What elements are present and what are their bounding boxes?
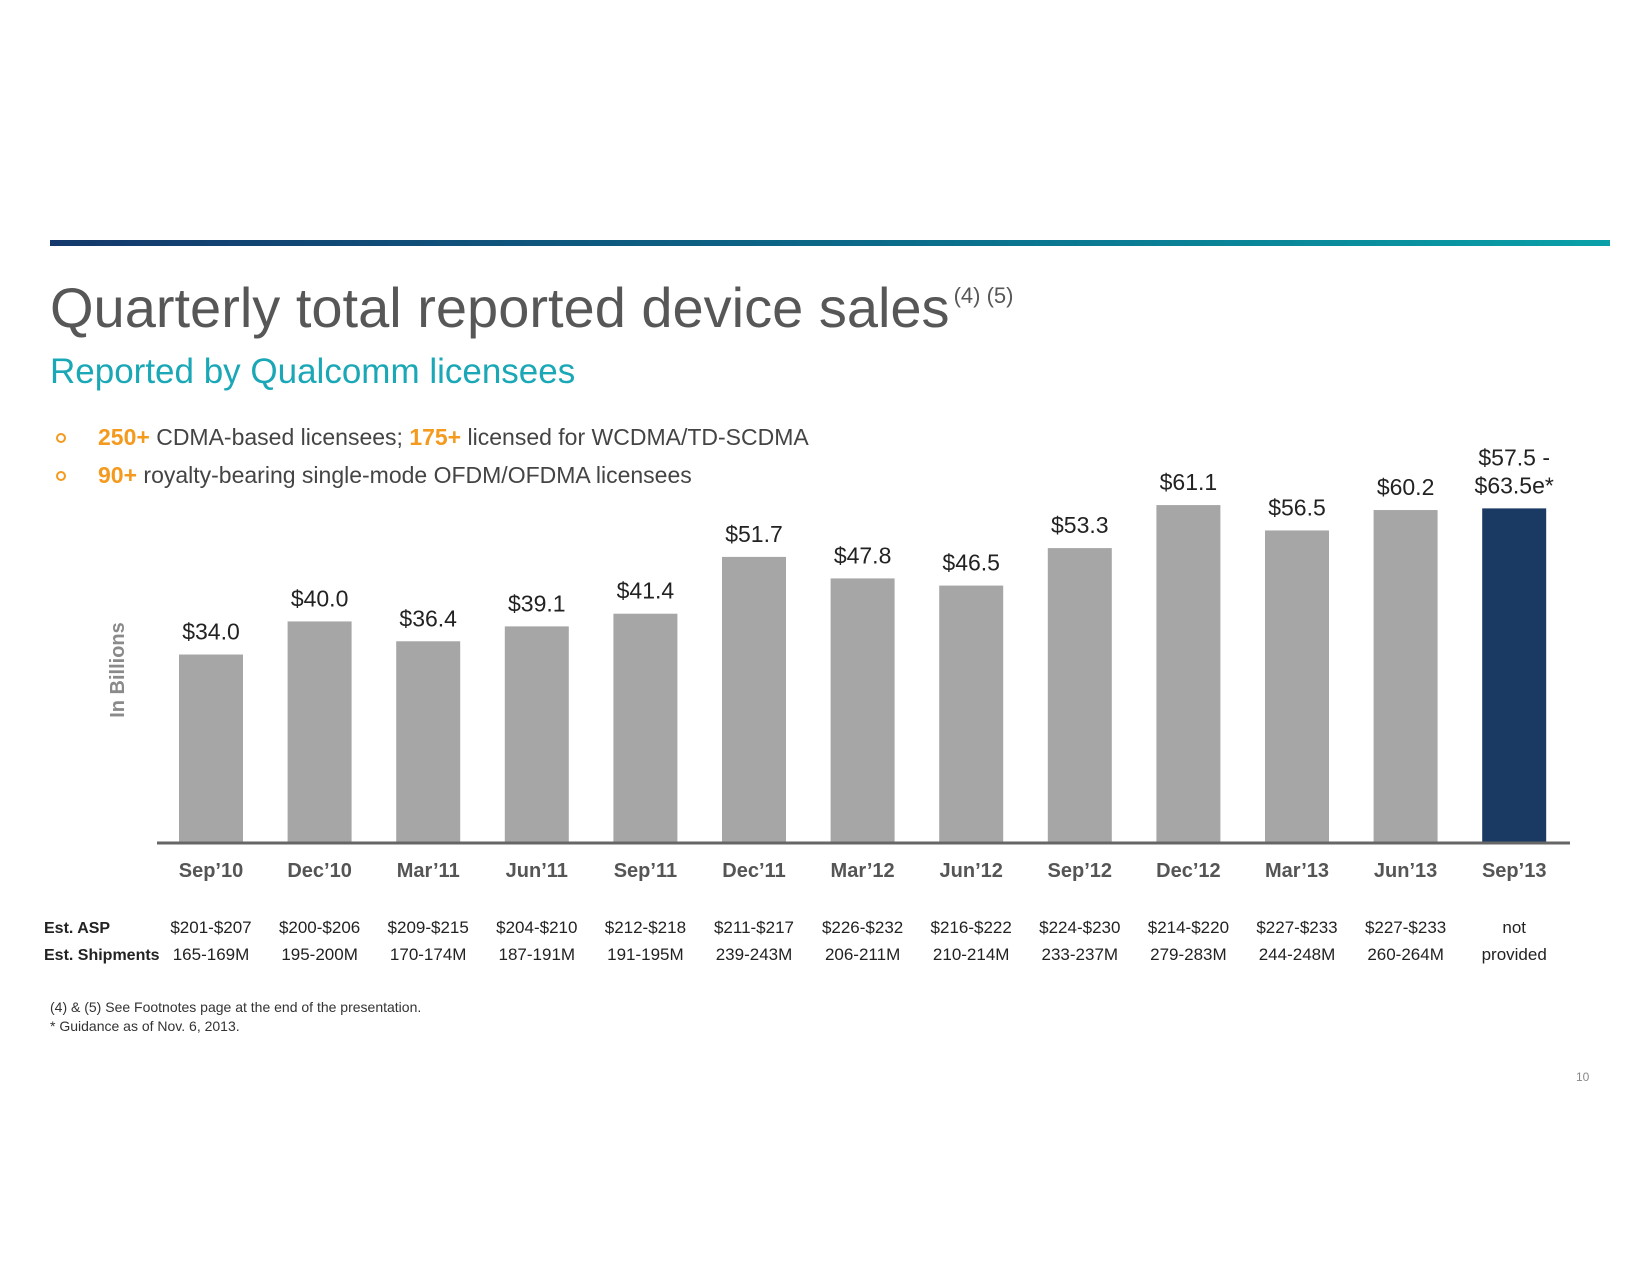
bar-5 bbox=[722, 556, 786, 842]
device-sales-bar-chart: In Billions $34.0 Sep’10 $40.0 Dec’10 $36.4 Ma… bbox=[107, 444, 1570, 882]
bullet-item: 250+ CDMA-based licensees; 175+ licensed… bbox=[56, 418, 809, 456]
bar-9 bbox=[1156, 505, 1221, 842]
bar-value-label: $39.1 bbox=[508, 590, 566, 616]
shipments-cell: 191-195M bbox=[607, 945, 684, 964]
bullet-item: 90+ royalty-bearing single-mode OFDM/OFD… bbox=[56, 456, 809, 494]
bullet-list: 250+ CDMA-based licensees; 175+ licensed… bbox=[56, 418, 809, 494]
asp-cell: $216-$222 bbox=[930, 918, 1012, 937]
x-tick-label: Sep’10 bbox=[179, 860, 243, 882]
bar-8 bbox=[1047, 548, 1112, 842]
bar-value-label: $41.4 bbox=[617, 578, 675, 604]
bar-value-label: $57.5 -$63.5e* bbox=[1475, 444, 1554, 498]
bar-value-label: $40.0 bbox=[291, 585, 349, 611]
bar-value-label: $34.0 bbox=[182, 619, 240, 645]
x-tick-label: Sep’11 bbox=[614, 860, 677, 882]
shipments-cell: 165-169M bbox=[172, 945, 250, 964]
asp-cell: $214-$220 bbox=[1147, 918, 1230, 937]
footnotes: (4) & (5) See Footnotes page at the end … bbox=[50, 998, 421, 1036]
asp-cell: $211-$217 bbox=[713, 918, 795, 937]
top-rule bbox=[50, 240, 1610, 246]
asp-cell: $200-$206 bbox=[278, 918, 361, 937]
shipments-cell: 239-243M bbox=[715, 945, 793, 964]
bar-7 bbox=[939, 585, 1004, 842]
shipments-cell: 170-174M bbox=[389, 945, 467, 964]
page-title: Quarterly total reported device sales (4)… bbox=[50, 276, 1014, 339]
x-tick-label: Sep’13 bbox=[1482, 860, 1546, 882]
asp-cell: $227-$233 bbox=[1256, 918, 1338, 937]
bullet-circle-icon bbox=[56, 433, 66, 443]
x-tick-label: Jun’13 bbox=[1374, 860, 1437, 882]
bar-value-label: $36.4 bbox=[399, 605, 457, 631]
footnote-line: * Guidance as of Nov. 6, 2013. bbox=[50, 1018, 240, 1034]
x-tick-label: Dec’11 bbox=[722, 860, 785, 882]
bar-3 bbox=[504, 626, 569, 842]
x-tick-label: Dec’12 bbox=[1156, 860, 1221, 882]
shipments-cell: 195-200M bbox=[281, 945, 358, 964]
x-tick-label: Sep’12 bbox=[1048, 860, 1112, 882]
page-number: 10 bbox=[1576, 1070, 1590, 1084]
title-footnote-ref: (4) (5) bbox=[953, 283, 1014, 308]
shipments-cell: 233-237M bbox=[1041, 945, 1119, 964]
asp-cell: not bbox=[1502, 918, 1526, 937]
x-tick-label: Mar’13 bbox=[1265, 860, 1329, 882]
bullet-circle-icon bbox=[56, 471, 66, 481]
bar-value-label: $60.2 bbox=[1377, 474, 1435, 500]
asp-row-label: Est. ASP bbox=[44, 920, 111, 937]
bar-value-label: $56.5 bbox=[1268, 494, 1326, 520]
x-tick-label: Mar’11 bbox=[397, 860, 460, 882]
x-tick-label: Dec’10 bbox=[287, 860, 352, 882]
bar-6 bbox=[830, 578, 895, 842]
asp-cell: $226-$232 bbox=[821, 918, 904, 937]
asp-cell: $209-$215 bbox=[387, 918, 469, 937]
asp-cell: $227-$233 bbox=[1364, 918, 1447, 937]
asp-cell: $204-$210 bbox=[496, 918, 578, 937]
bar-11 bbox=[1373, 510, 1438, 842]
bar-2 bbox=[396, 641, 461, 842]
bar-value-label: $46.5 bbox=[942, 550, 1000, 576]
bar-value-label: $61.1 bbox=[1160, 469, 1218, 495]
shipments-cell: 187-191M bbox=[498, 945, 576, 964]
asp-cell: $201-$207 bbox=[170, 918, 252, 937]
shipments-cell: 244-248M bbox=[1258, 945, 1336, 964]
asp-cell: $224-$230 bbox=[1039, 918, 1121, 937]
bar-12 bbox=[1482, 508, 1547, 842]
shipments-cell: 279-283M bbox=[1150, 945, 1227, 964]
bar-value-label: $51.7 bbox=[725, 521, 783, 547]
x-tick-label: Jun’12 bbox=[940, 860, 1003, 882]
shipments-cell: 260-264M bbox=[1367, 945, 1444, 964]
bar-1 bbox=[287, 621, 352, 842]
shipments-cell: 206-211M bbox=[824, 945, 901, 964]
bar-value-label: $53.3 bbox=[1051, 512, 1109, 538]
y-axis-label: In Billions bbox=[107, 622, 129, 718]
asp-cell: $212-$218 bbox=[604, 918, 687, 937]
shipments-cell: 210-214M bbox=[932, 945, 1010, 964]
footnote-line: (4) & (5) See Footnotes page at the end … bbox=[50, 999, 422, 1015]
bar-0 bbox=[179, 654, 243, 842]
page-subtitle: Reported by Qualcomm licensees bbox=[50, 352, 576, 391]
bar-10 bbox=[1265, 530, 1329, 842]
shipments-cell: provided bbox=[1481, 945, 1547, 964]
x-tick-label: Mar’12 bbox=[831, 860, 895, 882]
shipments-row-label: Est. Shipments bbox=[44, 947, 160, 964]
bar-4 bbox=[613, 613, 678, 842]
x-tick-label: Jun’11 bbox=[506, 860, 568, 882]
bar-value-label: $47.8 bbox=[834, 542, 892, 568]
